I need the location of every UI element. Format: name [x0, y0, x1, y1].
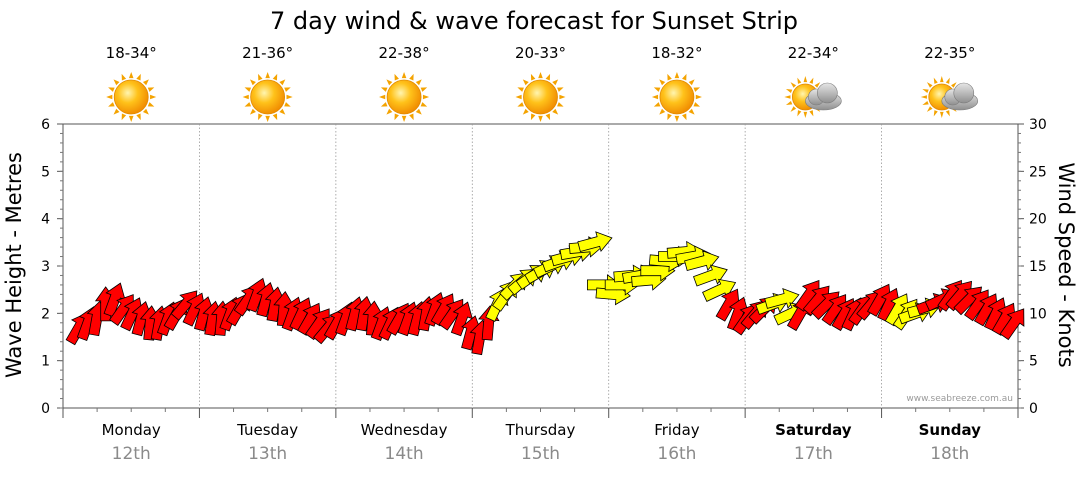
right-tick-label: 0 [1029, 401, 1038, 417]
day-date: 12th [112, 444, 151, 464]
day-name: Monday [102, 421, 161, 439]
temperature-labels: 18-34° 21-36° 22-38° 20-33° 18-32° 22-34° 22-3… [106, 44, 976, 62]
left-tick-label: 4 [41, 212, 50, 228]
day-name: Friday [654, 421, 700, 439]
sun-icon [379, 72, 430, 122]
day-date: 15th [521, 444, 560, 464]
left-tick-label: 1 [41, 354, 50, 370]
day-date: 18th [930, 444, 969, 464]
day-date: 14th [385, 444, 424, 464]
right-tick-label: 20 [1029, 212, 1047, 228]
day-labels: Monday 12th Tuesday 13th Wednesday 14th Thursd… [102, 421, 982, 464]
temperature-label: 22-35° [924, 44, 975, 62]
wind-arrow [577, 231, 613, 253]
temperature-label: 21-36° [242, 44, 293, 62]
left-axis-title: Wave Height - Metres [2, 152, 26, 378]
left-tick-label: 3 [41, 259, 50, 275]
wind-arrow [999, 308, 1025, 341]
temperature-label: 18-34° [106, 44, 157, 62]
left-axis-ticks: 0 1 2 3 4 5 6 [41, 117, 63, 417]
sun-icon [651, 72, 702, 122]
right-tick-label: 10 [1029, 306, 1047, 322]
day-date: 16th [657, 444, 696, 464]
left-tick-label: 2 [41, 306, 50, 322]
wind-arrow [693, 264, 728, 287]
weather-icons [106, 72, 979, 122]
temperature-label: 22-38° [379, 44, 430, 62]
chart-title: 7 day wind & wave forecast for Sunset St… [270, 7, 798, 35]
day-date: 13th [248, 444, 287, 464]
right-axis-title: Wind Speed - Knots [1054, 162, 1078, 367]
right-tick-label: 25 [1029, 164, 1047, 180]
sun-icon [242, 72, 293, 122]
right-tick-label: 5 [1029, 354, 1038, 370]
left-tick-label: 6 [41, 117, 50, 133]
sun-icon [106, 72, 157, 122]
sun-cloud-icon [784, 76, 842, 118]
day-name: Saturday [775, 421, 852, 439]
credit-text: www.seabreeze.com.au [906, 394, 1013, 404]
wind-arrow [684, 250, 720, 272]
left-tick-label: 5 [41, 164, 50, 180]
gridlines [62, 124, 1019, 418]
left-tick-label: 0 [41, 401, 50, 417]
right-tick-label: 30 [1029, 117, 1047, 133]
sun-icon [515, 72, 566, 122]
day-name: Thursday [505, 421, 576, 439]
right-tick-label: 15 [1029, 259, 1047, 275]
temperature-label: 18-32° [651, 44, 702, 62]
sun-cloud-icon [920, 76, 979, 118]
right-axis-ticks: 0 5 10 15 20 25 30 [1018, 117, 1047, 417]
day-name: Sunday [919, 421, 982, 439]
temperature-label: 22-34° [788, 44, 839, 62]
temperature-label: 20-33° [515, 44, 566, 62]
day-name: Tuesday [236, 421, 298, 439]
day-date: 17th [794, 444, 833, 464]
day-name: Wednesday [361, 421, 448, 439]
wind-arrows [65, 231, 1025, 356]
